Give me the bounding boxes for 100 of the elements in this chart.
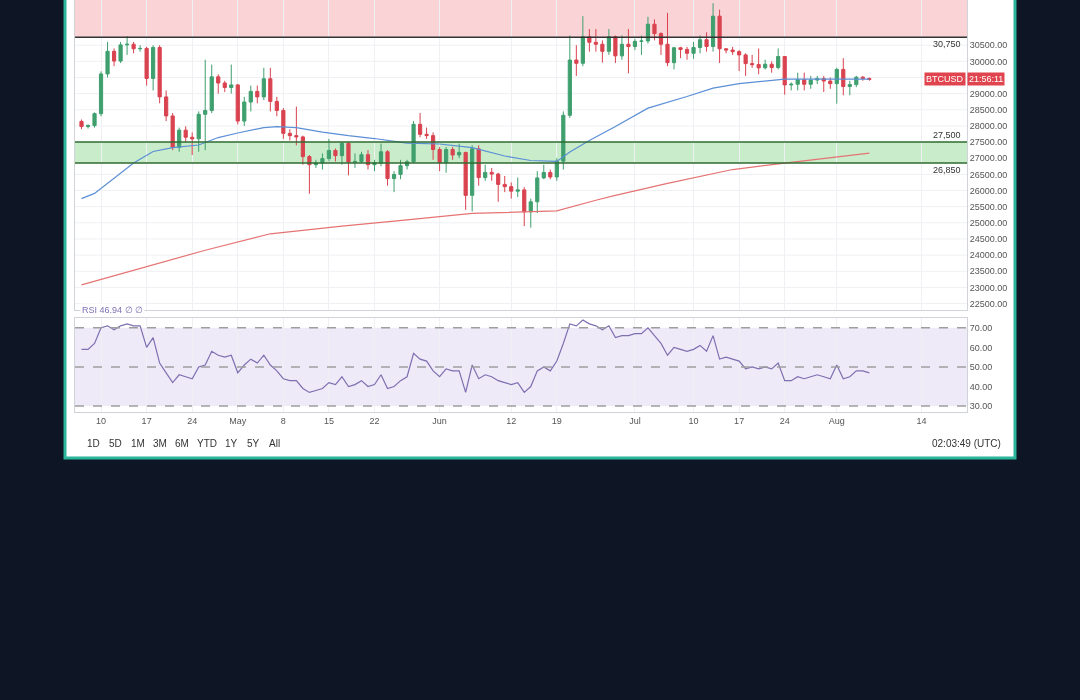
candlestick [450, 146, 455, 161]
candlestick [164, 89, 169, 122]
candlestick [411, 120, 416, 164]
candlestick [619, 35, 625, 61]
candlestick [763, 59, 768, 70]
candlestick [92, 111, 97, 129]
candlestick [528, 198, 533, 229]
candlestick [632, 38, 638, 51]
ref-line-label: 30,750 [933, 39, 961, 49]
y-tick-label: 23500.00 [969, 266, 1008, 277]
candlestick [483, 164, 488, 182]
candlestick [300, 135, 305, 166]
candlestick [802, 72, 807, 91]
candlestick [737, 49, 742, 72]
y-tick-label: 28000.00 [969, 121, 1008, 132]
x-tick-label: 12 [506, 415, 517, 426]
y-tick-label: 30000.00 [969, 56, 1008, 67]
candlestick [385, 149, 390, 187]
chart-title: RSI 46.94 ∅ ∅ [82, 305, 144, 315]
x-tick-label: Aug [828, 415, 845, 426]
candlestick [378, 143, 384, 167]
candlestick [98, 70, 104, 117]
text: All [269, 438, 281, 449]
candlestick [847, 80, 852, 96]
candlestick [274, 96, 279, 117]
y-tick-label: 26500.00 [969, 169, 1008, 180]
candlestick [509, 181, 514, 200]
y-tick-label: 50.00 [969, 362, 993, 373]
candlestick [724, 47, 729, 54]
text: YTD [197, 438, 217, 449]
candlestick [170, 112, 175, 151]
y-tick-label: 27000.00 [969, 153, 1008, 164]
candlestick [157, 44, 162, 104]
candlestick [808, 75, 813, 90]
x-tick-label: May [229, 415, 247, 426]
candlestick [535, 170, 540, 214]
candlestick [795, 72, 800, 91]
candlestick [248, 85, 253, 112]
y-tick-label: 27500.00 [969, 137, 1008, 148]
text: 3M [153, 438, 167, 449]
candlestick [151, 44, 156, 91]
text: 1D [87, 438, 100, 449]
text: 6M [175, 438, 189, 449]
candlestick [391, 170, 397, 193]
x-tick-label: 15 [323, 415, 334, 426]
candlestick [111, 47, 117, 67]
text: 02:03:49 (UTC) [932, 438, 1001, 449]
candlestick [333, 148, 338, 162]
y-tick-label: 70.00 [969, 322, 993, 333]
candlestick [580, 15, 585, 67]
candlestick [606, 28, 611, 56]
candlestick [567, 35, 572, 119]
candlestick [561, 110, 566, 171]
x-tick-label: Jul [629, 415, 641, 426]
candlestick [124, 35, 130, 56]
candlestick [639, 35, 644, 56]
candlestick [750, 54, 755, 69]
line-series [80, 78, 870, 200]
candlestick [196, 110, 201, 153]
candlestick [209, 64, 214, 114]
candlestick [281, 107, 286, 140]
candlestick [118, 41, 123, 64]
ref-line-label: 26,850 [933, 165, 961, 175]
candlestick [352, 152, 358, 169]
candlestick [359, 151, 364, 164]
candlestick [320, 152, 325, 171]
candlestick [717, 9, 722, 64]
candlestick [190, 131, 195, 156]
x-tick-label: 22 [369, 415, 380, 426]
candlestick [665, 12, 670, 67]
candlestick [138, 44, 143, 53]
candlestick [691, 41, 696, 60]
candlestick [235, 83, 240, 125]
x-tick-label: 24 [779, 415, 790, 426]
text: 5D [109, 438, 122, 449]
ref-line-label: 27,500 [933, 130, 961, 140]
candlestick [574, 44, 579, 77]
candlestick [85, 123, 91, 130]
candlestick [541, 164, 546, 180]
x-tick-label: 10 [96, 415, 107, 426]
text: 1Y [225, 438, 238, 449]
candlestick [522, 186, 527, 227]
candlestick [470, 144, 475, 213]
candlestick [294, 106, 299, 146]
text: 5Y [247, 438, 260, 449]
candlestick [710, 2, 716, 53]
candlestick [697, 35, 703, 54]
candlestick [489, 167, 494, 182]
y-tick-label: 30.00 [969, 401, 993, 412]
candlestick [79, 118, 84, 130]
candlestick [417, 112, 423, 138]
candlestick [613, 35, 618, 64]
candlestick [789, 81, 794, 91]
x-tick-label: 17 [141, 415, 152, 426]
candlestick [593, 28, 598, 53]
candlestick [268, 67, 273, 112]
candlestick [587, 28, 592, 53]
candlestick [131, 41, 136, 54]
candlestick [144, 46, 149, 87]
text: 1M [131, 438, 145, 449]
